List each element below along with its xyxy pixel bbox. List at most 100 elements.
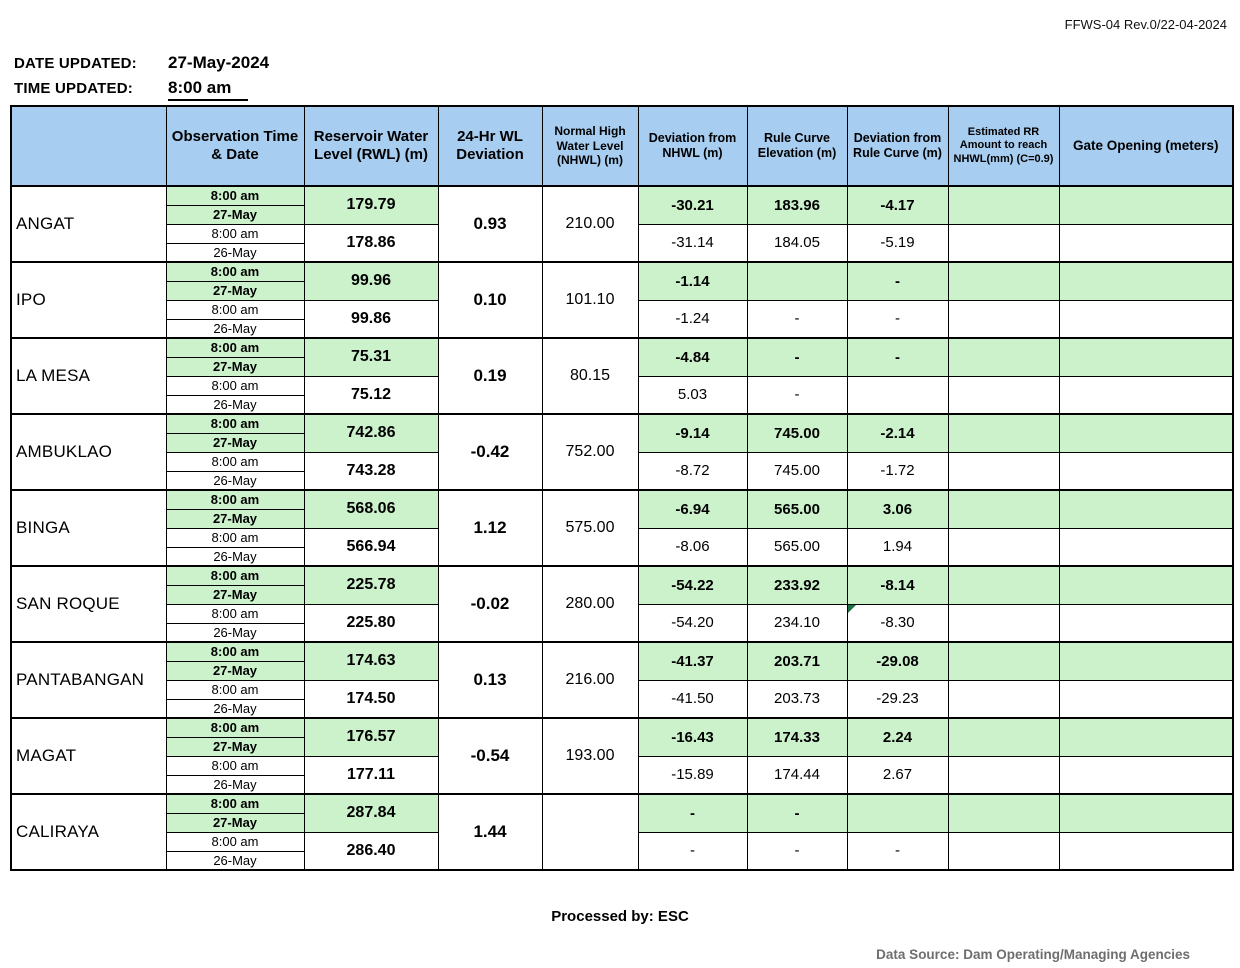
rwl-current-cell: 99.96 — [303, 261, 439, 301]
dev-rule-curve-previous-cell — [846, 375, 949, 415]
dam-row-sub: 27-May — [11, 660, 1233, 681]
header-gate-opening: Gate Opening (meters) — [1058, 105, 1234, 187]
dam-row-angat: ANGAT 8:00 am 179.79 0.93 210.00 -30.21 183.96… — [10, 185, 1234, 263]
obs-time-previous-cell: 8:00 am — [165, 755, 305, 776]
dam-row-sub: 8:00 am 286.40- - - — [11, 831, 1234, 871]
dev-nhwl-previous-cell: -1.24 — [637, 299, 748, 339]
obs-time-previous-cell: 8:00 am — [165, 603, 305, 624]
dev24-cell: 0.19 — [437, 337, 543, 415]
est-rr-previous-cell — [947, 223, 1060, 263]
header-dam-name — [10, 105, 167, 187]
nhwl-cell: 575.00 — [541, 489, 639, 567]
rule-curve-current-cell: - — [746, 793, 848, 833]
dam-row-pantabangan: PANTABANGAN 8:00 am 174.63 0.13 216.00 -41.37… — [10, 641, 1234, 719]
rule-curve-current-cell — [746, 261, 848, 301]
rule-curve-previous-cell: 565.00 — [746, 527, 848, 567]
table-body: ANGAT 8:00 am 179.79 0.93 210.00 -30.21 183.96… — [10, 185, 1234, 871]
est-rr-previous-cell — [947, 375, 1060, 415]
obs-date-current-cell: 27-May — [165, 204, 305, 225]
dev24-cell: 1.12 — [437, 489, 543, 567]
obs-date-previous-cell: 26-May — [165, 470, 305, 491]
dev24-cell: -0.42 — [437, 413, 543, 491]
rwl-current-cell: 742.86 — [303, 413, 439, 453]
dev-rule-curve-current-cell: -4.17 — [846, 185, 949, 225]
obs-date-previous-cell: 26-May — [165, 546, 305, 567]
rwl-current-cell: 176.57 — [303, 717, 439, 757]
est-rr-current-cell — [947, 413, 1060, 453]
rwl-previous-cell: 99.86 — [303, 299, 439, 339]
dam-name-cell: BINGA — [10, 489, 167, 567]
rwl-previous-cell: 743.28 — [303, 451, 439, 491]
rule-curve-current-cell: 233.92 — [746, 565, 848, 605]
header-deviation-from-rule-curve: Deviation from Rule Curve (m) — [846, 105, 949, 187]
dam-row-magat: MAGAT 8:00 am 176.57 -0.54 193.00 -16.43 174.3… — [10, 717, 1234, 795]
dev-rule-curve-current-cell — [846, 793, 949, 833]
rule-curve-current-cell: 745.00 — [746, 413, 848, 453]
nhwl-cell: 193.00 — [541, 717, 639, 795]
obs-date-previous-cell: 26-May — [165, 698, 305, 719]
dam-name-cell: SAN ROQUE — [10, 565, 167, 643]
dam-row-binga: BINGA 8:00 am 568.06 1.12 575.00 -6.94 565.00 3… — [10, 489, 1234, 567]
rwl-current-cell: 75.31 — [303, 337, 439, 377]
dev-nhwl-current-cell: -9.14 — [637, 413, 748, 453]
dev-nhwl-previous-cell: -8.72 — [637, 451, 748, 491]
obs-date-previous-cell: 26-May — [165, 394, 305, 415]
rwl-previous-cell: 178.86 — [303, 223, 439, 263]
nhwl-cell: 80.15 — [541, 337, 639, 415]
dam-row-sub: 26-May — [11, 394, 1233, 415]
dam-row-sub: 8:00 am 566.94 -8.06 565.00 1.94 — [11, 527, 1234, 567]
obs-time-current-cell: 8:00 am — [165, 185, 305, 206]
est-rr-current-cell — [947, 641, 1060, 681]
obs-time-previous-cell: 8:00 am — [165, 299, 305, 320]
reservoir-water-level-table: Observation Time & Date Reservoir Water … — [10, 105, 1234, 871]
rwl-current-cell: 287.84 — [303, 793, 439, 833]
dev-nhwl-previous-cell: -31.14 — [637, 223, 748, 263]
dev-rule-curve-current-cell: -29.08 — [846, 641, 949, 681]
rwl-current-cell: 179.79 — [303, 185, 439, 225]
nhwl-cell: 216.00 — [541, 641, 639, 719]
dam-row-san-roque: SAN ROQUE 8:00 am 225.78 -0.02 280.00 -54.22 2… — [10, 565, 1234, 643]
dam-row-la-mesa: LA MESA 8:00 am 75.31 0.19 80.15 -4.84- - — [10, 337, 1234, 415]
est-rr-previous-cell — [947, 299, 1060, 339]
obs-date-current-cell: 27-May — [165, 432, 305, 453]
data-source-text: Data Source: Dam Operating/Managing Agen… — [876, 947, 1190, 962]
dam-row-sub: 8:00 am 743.28 -8.72 745.00 -1.72 — [11, 451, 1234, 491]
rule-curve-current-cell: 565.00 — [746, 489, 848, 529]
rwl-current-cell: 225.78 — [303, 565, 439, 605]
gate-opening-current-cell — [1058, 793, 1234, 833]
dev-nhwl-current-cell: -54.22 — [637, 565, 748, 605]
dev-nhwl-current-cell: -1.14 — [637, 261, 748, 301]
est-rr-previous-cell — [947, 527, 1060, 567]
nhwl-cell — [541, 793, 639, 871]
rule-curve-current-cell: 203.71 — [746, 641, 848, 681]
header-reservoir-water-level: Reservoir Water Level (RWL) (m) — [303, 105, 439, 187]
est-rr-previous-cell — [947, 451, 1060, 491]
dam-name-cell: AMBUKLAO — [10, 413, 167, 491]
rule-curve-current-cell: - — [746, 337, 848, 377]
dam-name-cell: PANTABANGAN — [10, 641, 167, 719]
gate-opening-previous-cell — [1058, 375, 1234, 415]
dev-rule-curve-current-cell: - — [846, 337, 949, 377]
obs-time-previous-cell: 8:00 am — [165, 527, 305, 548]
gate-opening-previous-cell — [1058, 527, 1234, 567]
date-updated-label: DATE UPDATED: — [14, 55, 137, 72]
form-code: FFWS-04 Rev.0/22-04-2024 — [1064, 17, 1227, 32]
processed-by-text: Processed by: ESC — [551, 908, 689, 925]
rule-curve-previous-cell: - — [746, 299, 848, 339]
dev-rule-curve-previous-cell: -29.23 — [846, 679, 949, 719]
dev-rule-curve-previous-cell: -1.72 — [846, 451, 949, 491]
gate-opening-previous-cell — [1058, 451, 1234, 491]
gate-opening-previous-cell — [1058, 223, 1234, 263]
obs-date-previous-cell: 26-May — [165, 850, 305, 871]
obs-time-previous-cell: 8:00 am — [165, 223, 305, 244]
dev-nhwl-previous-cell: -15.89 — [637, 755, 748, 795]
dam-name-cell: MAGAT — [10, 717, 167, 795]
obs-time-previous-cell: 8:00 am — [165, 679, 305, 700]
date-updated-value: 27-May-2024 — [168, 53, 270, 72]
rwl-previous-cell: 177.11 — [303, 755, 439, 795]
rwl-previous-cell: 75.12 — [303, 375, 439, 415]
dev24-cell: 0.93 — [437, 185, 543, 263]
dev-nhwl-current-cell: -41.37 — [637, 641, 748, 681]
dam-row-sub: 27-May — [11, 356, 1233, 377]
dam-row-sub: 26-May — [11, 850, 1233, 871]
